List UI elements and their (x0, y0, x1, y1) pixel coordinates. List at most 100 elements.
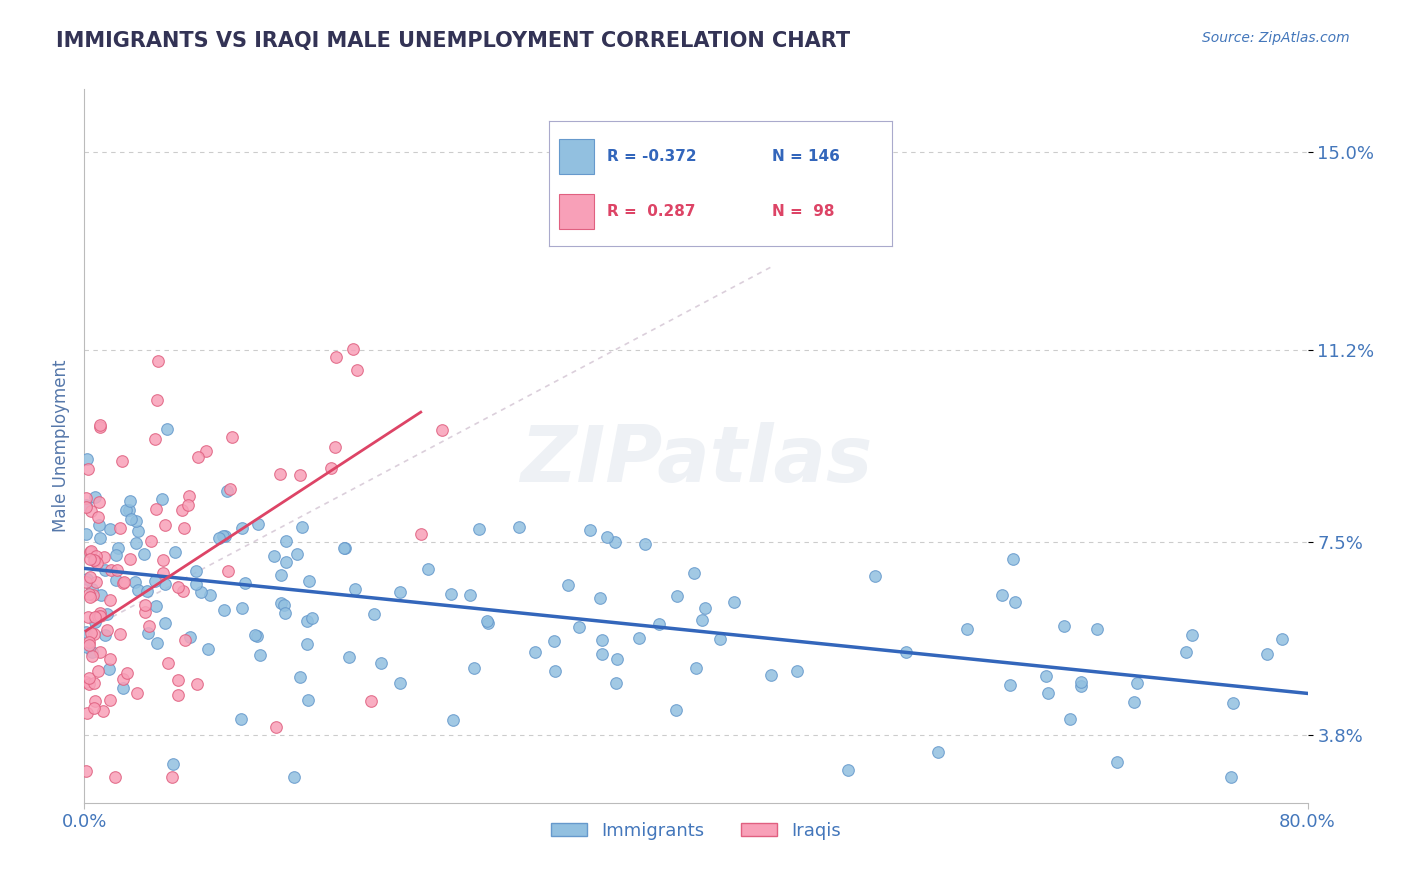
Point (120, 552, 142, 566)
Point (998, 678, 1021, 692)
Point (231, 712, 253, 726)
Point (690, 613, 713, 627)
Point (105, 548, 128, 562)
Point (82, 588, 104, 602)
Text: IMMIGRANTS VS IRAQI MALE UNEMPLOYMENT CORRELATION CHART: IMMIGRANTS VS IRAQI MALE UNEMPLOYMENT CO… (56, 31, 851, 51)
Point (297, 615, 319, 629)
Point (605, 676, 627, 690)
Point (111, 454, 134, 468)
Point (544, 664, 567, 678)
Point (156, 422, 179, 436)
Point (77, 587, 100, 601)
Point (198, 587, 221, 601)
Point (79, 635, 101, 649)
Point (111, 575, 134, 590)
Point (297, 693, 319, 707)
Point (145, 392, 167, 407)
Point (1070, 674, 1092, 689)
Point (249, 648, 271, 662)
Point (370, 656, 392, 670)
Point (125, 686, 148, 700)
Point (112, 575, 135, 590)
Point (579, 523, 602, 537)
Point (221, 430, 243, 444)
Point (89, 606, 111, 620)
Point (1256, 647, 1278, 661)
Point (84, 694, 107, 708)
Point (155, 615, 177, 630)
Point (723, 595, 745, 609)
Point (173, 521, 195, 535)
Point (76, 462, 98, 476)
Point (94, 564, 117, 578)
Point (211, 529, 233, 543)
Point (634, 536, 657, 550)
Point (761, 668, 783, 682)
Point (152, 566, 174, 580)
Point (141, 533, 163, 548)
Point (93, 550, 115, 565)
Point (127, 524, 149, 539)
Point (475, 614, 498, 628)
Point (96, 623, 118, 637)
Point (1220, 770, 1243, 784)
Point (187, 450, 209, 465)
Point (110, 521, 132, 535)
Point (246, 629, 269, 643)
Point (87, 509, 110, 524)
Point (83, 627, 105, 641)
Point (285, 547, 308, 561)
Point (120, 493, 142, 508)
Point (263, 549, 285, 564)
Point (98, 652, 121, 666)
Point (1271, 632, 1294, 646)
Point (440, 587, 463, 601)
Point (80, 504, 103, 518)
Point (135, 584, 157, 599)
Point (87, 664, 110, 678)
Point (197, 641, 219, 656)
Point (86, 556, 108, 570)
Point (360, 694, 382, 708)
Point (79, 544, 101, 558)
Point (77, 671, 100, 685)
Point (96, 607, 118, 621)
Point (458, 588, 481, 602)
Point (177, 498, 200, 512)
Point (273, 598, 295, 612)
Point (87, 495, 110, 509)
Point (134, 605, 156, 619)
Point (596, 530, 619, 544)
Point (1070, 680, 1092, 694)
Point (112, 681, 135, 695)
Point (1035, 669, 1057, 683)
Point (685, 661, 707, 675)
Point (477, 616, 499, 631)
Point (89, 419, 111, 434)
Point (162, 757, 184, 772)
Point (105, 563, 128, 577)
Point (557, 578, 579, 592)
Point (333, 541, 356, 556)
Point (297, 637, 319, 651)
Point (80, 648, 103, 663)
Point (606, 652, 628, 666)
Point (173, 632, 195, 647)
Point (75, 498, 97, 512)
Point (150, 491, 173, 506)
Point (693, 601, 716, 615)
Point (112, 672, 135, 686)
Point (90, 588, 112, 602)
Point (956, 622, 979, 636)
Point (603, 534, 626, 549)
Point (134, 598, 156, 612)
Point (87, 518, 110, 533)
Point (83, 609, 105, 624)
Point (1038, 686, 1060, 700)
Point (323, 440, 346, 454)
Point (1222, 696, 1244, 710)
Point (75, 491, 97, 505)
Point (86, 549, 108, 563)
Point (76, 572, 98, 586)
Point (89, 609, 111, 624)
